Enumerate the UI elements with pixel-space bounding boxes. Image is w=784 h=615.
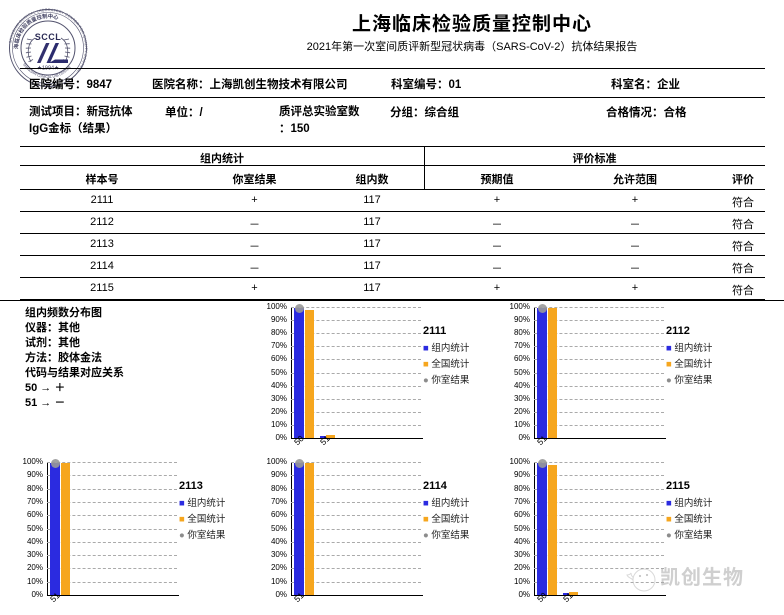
svg-text:SCCL: SCCL <box>35 32 62 42</box>
